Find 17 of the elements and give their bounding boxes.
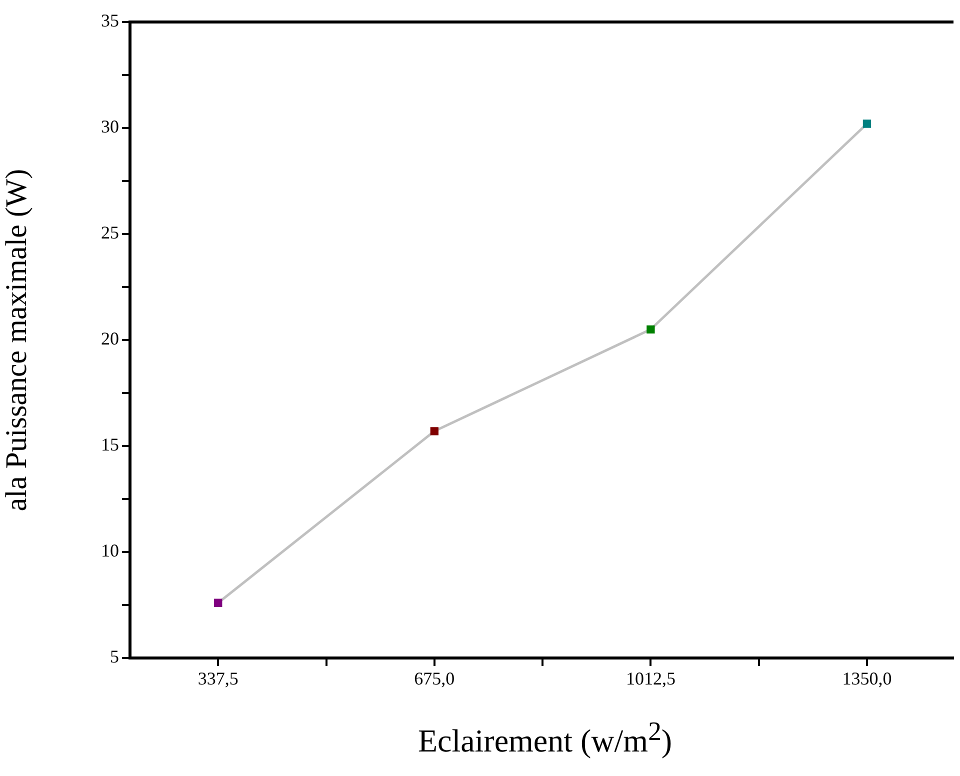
y-tick-label: 35	[101, 10, 119, 31]
x-tick-label: 337,5	[198, 668, 238, 689]
point	[862, 120, 872, 128]
point	[214, 598, 222, 607]
y-tick-label: 25	[101, 222, 119, 243]
point	[646, 325, 655, 334]
x-tick-label: 675,0	[414, 668, 455, 689]
x-tick-label: 1012,5	[626, 668, 676, 689]
y-tick-label: 30	[101, 116, 119, 137]
x-tick-label: 1350,0	[842, 668, 892, 689]
y-tick-label: 20	[101, 328, 119, 349]
point	[430, 427, 438, 436]
x-axis-title: Eclairement (w/m$^{2}$)	[416, 716, 674, 760]
y-axis-title: ala Puissance maximale (W)	[0, 168, 33, 512]
y-tick-label: 10	[101, 540, 119, 561]
y-tick-label: 5	[110, 646, 119, 667]
y-tick-label: 15	[101, 434, 119, 455]
